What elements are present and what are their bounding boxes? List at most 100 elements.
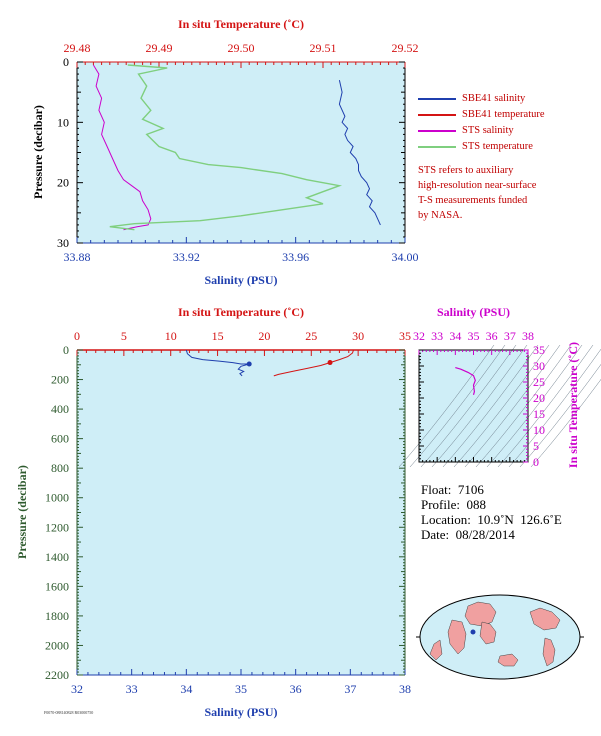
map-landmass <box>429 639 443 661</box>
left-tick-label: 0 <box>63 343 69 357</box>
left-tick-label: 2200 <box>45 668 69 682</box>
ts-right-tick-label: 25 <box>533 375 545 389</box>
ts-top-tick-label: 33 <box>431 329 443 343</box>
float-id: Float: 7106 <box>421 482 484 497</box>
bottom-tick-label: 36 <box>290 682 302 696</box>
top-tick-label: 25 <box>305 329 317 343</box>
left-tick-label: 1800 <box>45 609 69 623</box>
profile-number: Profile: 088 <box>421 497 486 512</box>
top-axis-label: In situ Temperature (˚C) <box>178 305 304 319</box>
legend-item-sbe41-temperature: SBE41 temperature <box>418 107 545 123</box>
bottom-axis-label: Salinity (PSU) <box>204 273 277 287</box>
bottom-tick-label: 38 <box>399 682 411 696</box>
note-line: high-resolution near-surface <box>418 180 537 191</box>
note-line: STS refers to auxiliary <box>418 165 514 176</box>
legend-label: SBE41 salinity <box>462 93 526 104</box>
left-tick-label: 400 <box>51 402 69 416</box>
ts-right-tick-label: 20 <box>533 391 545 405</box>
bottom-tick-label: 33.96 <box>282 250 309 264</box>
ts-density-contours <box>398 344 601 468</box>
left-tick-label: 10 <box>57 115 69 129</box>
ts-density-contour <box>420 344 517 468</box>
top-tick-label: 0 <box>74 329 80 343</box>
legend-item-sts-temperature: STS temperature <box>418 139 545 155</box>
ts-top-tick-label: 38 <box>522 329 534 343</box>
bottom-axis-label: Salinity (PSU) <box>204 705 277 719</box>
bottom-tick-label: 32 <box>71 682 83 696</box>
temperature-marker <box>327 360 333 366</box>
sts-note: STS refers to auxiliary high-resolution … <box>418 163 536 223</box>
top-tick-label: 10 <box>165 329 177 343</box>
note-line: T-S measurements funded <box>418 195 528 206</box>
ts-right-tick-label: 30 <box>533 359 545 373</box>
legend-label: STS temperature <box>462 141 533 152</box>
ts-top-axis-label: Salinity (PSU) <box>437 305 510 319</box>
map-landmass <box>479 621 497 645</box>
float-info: Float: 7106 Profile: 088 Location: 10.9˚… <box>421 482 562 542</box>
ts-right-tick-label: 35 <box>533 343 545 357</box>
left-tick-label: 1200 <box>45 520 69 534</box>
legend-label: SBE41 temperature <box>462 109 545 120</box>
legend: SBE41 salinity SBE41 temperature STS sal… <box>418 91 545 155</box>
ts-density-contour <box>486 344 583 468</box>
bottom-tick-label: 34 <box>180 682 192 696</box>
plot-area <box>77 350 405 675</box>
map-landmass <box>529 607 561 631</box>
bottom-tick-label: 33.92 <box>173 250 200 264</box>
ts-density-contour <box>508 348 601 468</box>
top-tick-label: 15 <box>212 329 224 343</box>
top-tick-label: 29.50 <box>228 41 255 55</box>
ts-top-tick-label: 35 <box>468 329 480 343</box>
ts-density-contour <box>431 344 528 468</box>
ts-top-tick-label: 36 <box>486 329 498 343</box>
ts-right-tick-label: 10 <box>533 423 545 437</box>
left-tick-label: 1400 <box>45 550 69 564</box>
left-tick-label: 2000 <box>45 638 69 652</box>
series-line-sbe41-salinity <box>338 79 381 226</box>
ts-density-contour <box>442 344 539 468</box>
top-tick-label: 29.49 <box>146 41 173 55</box>
top-tick-label: 35 <box>399 329 411 343</box>
ts-profile-line <box>455 367 476 395</box>
ts-density-contour <box>464 344 561 468</box>
ts-density-contour <box>497 344 594 468</box>
salinity-marker <box>246 361 252 367</box>
legend-item-sts-salinity: STS salinity <box>418 123 545 139</box>
top-tick-label: 20 <box>258 329 270 343</box>
series-line-sts-temperature <box>109 64 343 231</box>
left-tick-label: 20 <box>57 176 69 190</box>
bottom-tick-label: 34.00 <box>392 250 419 264</box>
left-axis-label: Pressure (decibar) <box>31 105 45 199</box>
ts-density-contour <box>453 344 550 468</box>
series-line-temperature <box>273 349 354 377</box>
ts-density-contour <box>519 363 601 468</box>
ts-top-tick-label: 37 <box>504 329 516 343</box>
top-tick-label: 29.51 <box>310 41 337 55</box>
left-axis-label: Pressure (decibar) <box>15 465 29 559</box>
series-line-sts-salinity <box>92 64 152 231</box>
bottom-tick-label: 33 <box>126 682 138 696</box>
left-tick-label: 800 <box>51 461 69 475</box>
ts-plot-area <box>418 349 529 463</box>
ts-top-tick-label: 32 <box>413 329 425 343</box>
ts-density-contour <box>475 344 572 468</box>
ts-right-axis-label: In situ Temperature (˚C) <box>566 342 580 468</box>
top-tick-label: 29.52 <box>392 41 419 55</box>
series-line-salinity <box>185 349 250 377</box>
map-landmass <box>542 637 556 667</box>
date: Date: 08/28/2014 <box>421 527 515 542</box>
note-line: by NASA. <box>418 210 463 221</box>
legend-label: STS salinity <box>462 125 514 136</box>
top-tick-label: 30 <box>352 329 364 343</box>
footer-code: F0070-088140828 R03000750 <box>44 710 94 715</box>
bottom-tick-label: 37 <box>344 682 356 696</box>
map-landmass <box>464 601 497 627</box>
ts-density-contour <box>398 344 495 468</box>
left-tick-label: 200 <box>51 373 69 387</box>
ts-density-contour <box>530 378 601 468</box>
ts-top-tick-label: 34 <box>449 329 461 343</box>
top-tick-label: 5 <box>121 329 127 343</box>
world-map-icon <box>416 594 584 680</box>
ts-right-tick-label: 5 <box>533 439 539 453</box>
left-tick-label: 600 <box>51 432 69 446</box>
